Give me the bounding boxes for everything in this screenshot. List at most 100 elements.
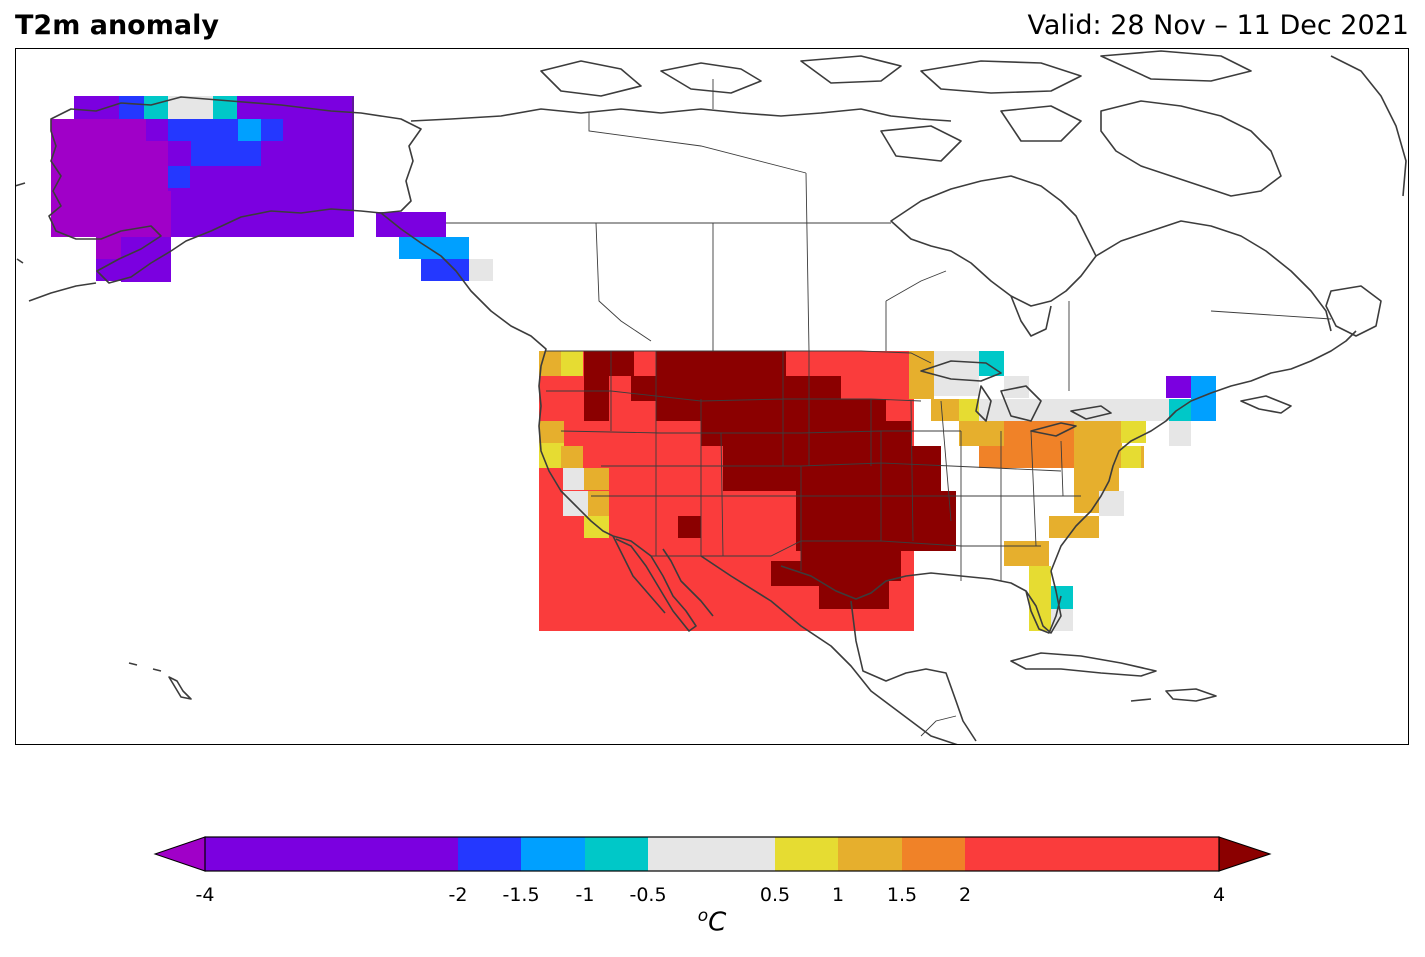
- cuba: [1010, 652, 1157, 677]
- anomaly-cell: [678, 516, 701, 538]
- james-bay: [1010, 295, 1052, 337]
- anomaly-cell: [979, 446, 1079, 468]
- colorbar-segment: [521, 837, 585, 871]
- nova-scotia: [1240, 395, 1292, 414]
- anomaly-cell: [446, 259, 468, 281]
- anomaly-cell: [74, 119, 146, 141]
- anomaly-cell: [1004, 376, 1029, 398]
- mexico-gulf: [700, 555, 977, 744]
- colorbar: [153, 836, 1272, 872]
- anomaly-cell: [539, 376, 564, 421]
- colorbar-tick-label: 2: [958, 884, 972, 906]
- colorbar-tick-label: 0.5: [759, 884, 791, 906]
- colorbar-tick-label: -0.5: [629, 884, 667, 906]
- units-degree: o: [697, 906, 709, 926]
- colorbar-segment: [205, 837, 458, 871]
- gulf-coast: [780, 565, 1062, 634]
- anomaly-cell: [1099, 491, 1124, 516]
- anomaly-cell: [1029, 609, 1051, 631]
- colorbar-units: oC: [698, 906, 727, 938]
- hawaii: [128, 662, 192, 700]
- anomaly-cell: [563, 491, 588, 516]
- anomaly-cell: [1191, 376, 1216, 421]
- colorbar-segment: [585, 837, 648, 871]
- colorbar-segment: [458, 837, 521, 871]
- anomaly-cell: [584, 491, 609, 516]
- anomaly-cell: [121, 237, 171, 282]
- east-coast: [1050, 330, 1357, 572]
- labrador: [1095, 220, 1332, 332]
- anomaly-cell: [584, 351, 609, 421]
- anomaly-cell: [146, 141, 168, 191]
- colorbar-segment: [648, 837, 775, 871]
- anomaly-cell: [539, 421, 564, 443]
- anomaly-cell: [1074, 421, 1122, 446]
- newfoundland: [1325, 285, 1382, 337]
- anomaly-cell: [819, 581, 889, 609]
- colorbar-under-arrow: [153, 836, 206, 872]
- anomaly-grid: [51, 96, 1216, 631]
- coastlines: [16, 50, 1407, 744]
- colorbar-tick-label: 1: [831, 884, 845, 906]
- hispaniola: [1130, 688, 1217, 702]
- anomaly-cell: [1051, 586, 1073, 611]
- map-canvas: [16, 50, 1407, 744]
- colorbar-outline: [204, 836, 1220, 872]
- colorbar-segment: [775, 837, 838, 871]
- anomaly-cell: [1029, 586, 1051, 611]
- canadian-provinces: [588, 79, 1332, 391]
- anomaly-cell: [561, 351, 583, 376]
- anomaly-cell: [168, 119, 238, 141]
- anomaly-cell: [1049, 516, 1099, 538]
- anomaly-cell: [1166, 376, 1191, 398]
- anomaly-cell: [959, 399, 981, 421]
- greenland: [1330, 55, 1407, 197]
- anomaly-cell: [1169, 421, 1191, 446]
- anomaly-cell: [979, 399, 1074, 421]
- anomaly-cell: [469, 259, 493, 281]
- great-lakes: [920, 360, 1112, 437]
- colorbar-tick-label: -4: [195, 884, 215, 906]
- map-frame: [15, 48, 1409, 745]
- valid-date: Valid: 28 Nov – 11 Dec 2021: [1027, 10, 1409, 41]
- anomaly-cell: [51, 191, 171, 237]
- anomaly-cell: [609, 351, 634, 376]
- anomaly-cell: [563, 468, 585, 490]
- anomaly-cell: [421, 237, 469, 259]
- colorbar-segment: [838, 837, 902, 871]
- arctic-islands: [540, 50, 1252, 162]
- anomaly-cell: [1029, 566, 1051, 586]
- anomaly-cell: [399, 237, 421, 259]
- anomaly-cell: [238, 119, 261, 141]
- colorbar-segment: [902, 837, 965, 871]
- anomaly-cell: [934, 351, 979, 396]
- colorbar-tick-label: -2: [448, 884, 468, 906]
- anomaly-cell: [584, 516, 609, 538]
- colorbar-tick-label: -1.5: [502, 884, 540, 906]
- anomaly-cell: [168, 96, 213, 119]
- alaska-coast: [48, 96, 422, 284]
- anomaly-cell: [911, 446, 941, 496]
- anomaly-cell: [631, 376, 656, 401]
- baffin: [1100, 100, 1282, 197]
- anomaly-cell: [119, 96, 144, 119]
- anomaly-cell: [168, 166, 190, 188]
- colorbar-over-arrow: [1218, 836, 1272, 872]
- anomaly-cell: [1004, 421, 1074, 446]
- anomaly-cell: [886, 421, 911, 451]
- florida: [1025, 590, 1062, 634]
- west-coast: [380, 212, 714, 632]
- anomaly-cell: [584, 468, 609, 490]
- colorbar-segments: [153, 836, 1272, 872]
- colorbar-tick-label: 1.5: [886, 884, 918, 906]
- us-states: [546, 351, 1081, 581]
- arctic-coast: [410, 108, 952, 122]
- anomaly-cell: [909, 351, 934, 399]
- anomaly-cell: [1146, 399, 1169, 421]
- anomaly-cell: [376, 212, 446, 237]
- anomaly-cell: [1004, 541, 1049, 566]
- anomaly-cell: [261, 119, 283, 141]
- colorbar-tick-label: 4: [1212, 884, 1226, 906]
- hudson-bay: [890, 175, 1097, 307]
- baja: [612, 535, 666, 614]
